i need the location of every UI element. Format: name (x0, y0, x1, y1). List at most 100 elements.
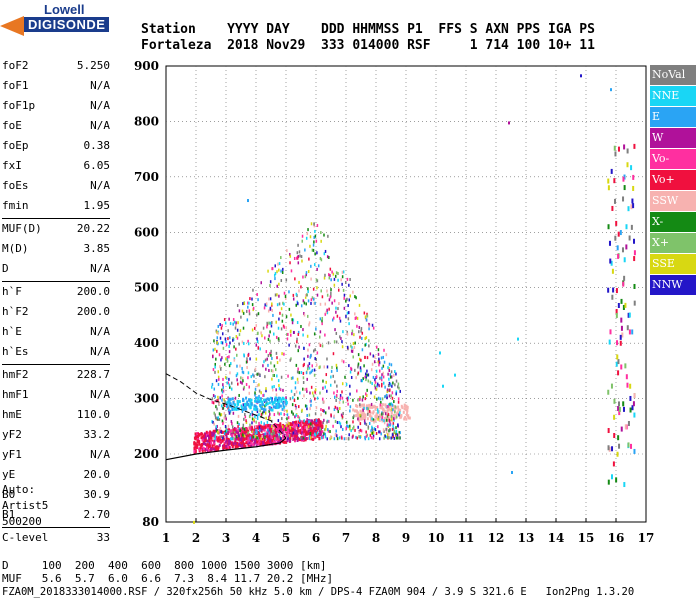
echo-point (306, 418, 308, 422)
echo-point (399, 389, 402, 393)
echo-point (263, 360, 265, 364)
logo-line2: DIGISONDE (24, 17, 110, 32)
echo-point (288, 290, 290, 294)
echo-point (320, 231, 322, 235)
echo-point (625, 224, 628, 230)
echo-point (247, 353, 249, 357)
echo-point (623, 185, 626, 191)
echo-point (355, 409, 357, 413)
echo-point (223, 441, 226, 445)
echo-point (267, 309, 270, 313)
echo-point (338, 316, 341, 320)
echo-point (266, 357, 268, 361)
echo-point (372, 418, 375, 422)
echo-point (297, 302, 299, 306)
echo-point (313, 263, 316, 267)
echo-point (228, 411, 231, 415)
echo-point (323, 409, 325, 413)
echo-point (313, 418, 316, 422)
echo-point (304, 438, 307, 442)
echo-point (211, 431, 214, 435)
echo-point (314, 432, 316, 436)
echo-point (358, 430, 361, 434)
echo-point (205, 447, 208, 451)
echo-point (615, 288, 618, 294)
echo-point (328, 419, 330, 423)
echo-point (320, 408, 322, 412)
echo-point (295, 413, 297, 417)
echo-point (249, 406, 252, 410)
echo-point (366, 356, 369, 360)
echo-point (388, 419, 391, 423)
x-tick-label: 7 (342, 531, 350, 545)
echo-point (283, 325, 286, 329)
echo-point (365, 378, 367, 382)
echo-point (321, 344, 324, 348)
echo-point (270, 408, 273, 412)
echo-point (357, 353, 360, 357)
echo-point (321, 436, 323, 440)
echo-point (338, 421, 341, 425)
echo-point (633, 143, 636, 149)
echo-point (334, 419, 337, 423)
echo-point (363, 403, 366, 407)
param-row: foF1 N/A (2, 76, 110, 96)
echo-point (353, 333, 355, 337)
echo-point (238, 427, 241, 431)
echo-point (193, 520, 195, 524)
echo-point (214, 436, 216, 440)
echo-point (314, 412, 317, 416)
echo-point (256, 337, 258, 341)
echo-point (324, 432, 327, 436)
echo-point (256, 340, 259, 344)
echo-point (269, 284, 271, 288)
echo-point (388, 377, 390, 381)
echo-point (383, 436, 385, 440)
echo-point (273, 332, 275, 336)
echo-point (233, 437, 236, 441)
echo-point (322, 386, 324, 390)
echo-point (220, 413, 223, 417)
echo-point (379, 430, 381, 434)
echo-point (616, 451, 619, 457)
param-row: h`F 200.0 (2, 282, 110, 302)
echo-point (293, 398, 296, 402)
echo-point (405, 405, 408, 409)
echo-point (246, 441, 249, 445)
echo-point (234, 403, 237, 407)
echo-point (335, 429, 337, 433)
echo-point (240, 436, 243, 440)
echo-point (229, 409, 232, 413)
echo-point (313, 427, 315, 431)
param-name: yE (2, 468, 16, 481)
echo-point (303, 432, 305, 436)
param-name: foF1p (2, 99, 36, 112)
echo-point (327, 273, 330, 277)
echo-point (309, 244, 311, 248)
echo-point (245, 430, 248, 434)
echo-point (306, 334, 309, 338)
echo-point (250, 398, 253, 402)
echo-point (285, 423, 288, 427)
echo-point (361, 413, 364, 417)
echo-point (249, 427, 252, 431)
echo-point (246, 318, 249, 322)
echo-point (358, 330, 360, 334)
logo-triangle-icon (0, 16, 24, 36)
x-tick-label: 14 (548, 531, 565, 545)
echo-point (272, 426, 274, 430)
echo-point (263, 443, 266, 447)
param-row: D N/A (2, 259, 110, 279)
echo-point (204, 435, 207, 439)
echo-point (238, 309, 241, 313)
parameter-panel: foF2 5.250 foF1 N/A foF1p N/A foE N/A foEp 0.38 fx… (2, 56, 110, 548)
echo-point (268, 409, 270, 413)
echo-point (224, 375, 227, 379)
echo-point (359, 396, 361, 400)
param-value: 2.70 (83, 508, 111, 521)
echo-point (217, 399, 219, 403)
echo-point (354, 316, 357, 320)
echo-point (312, 437, 315, 441)
echo-point (304, 426, 307, 430)
echo-point (373, 395, 376, 399)
